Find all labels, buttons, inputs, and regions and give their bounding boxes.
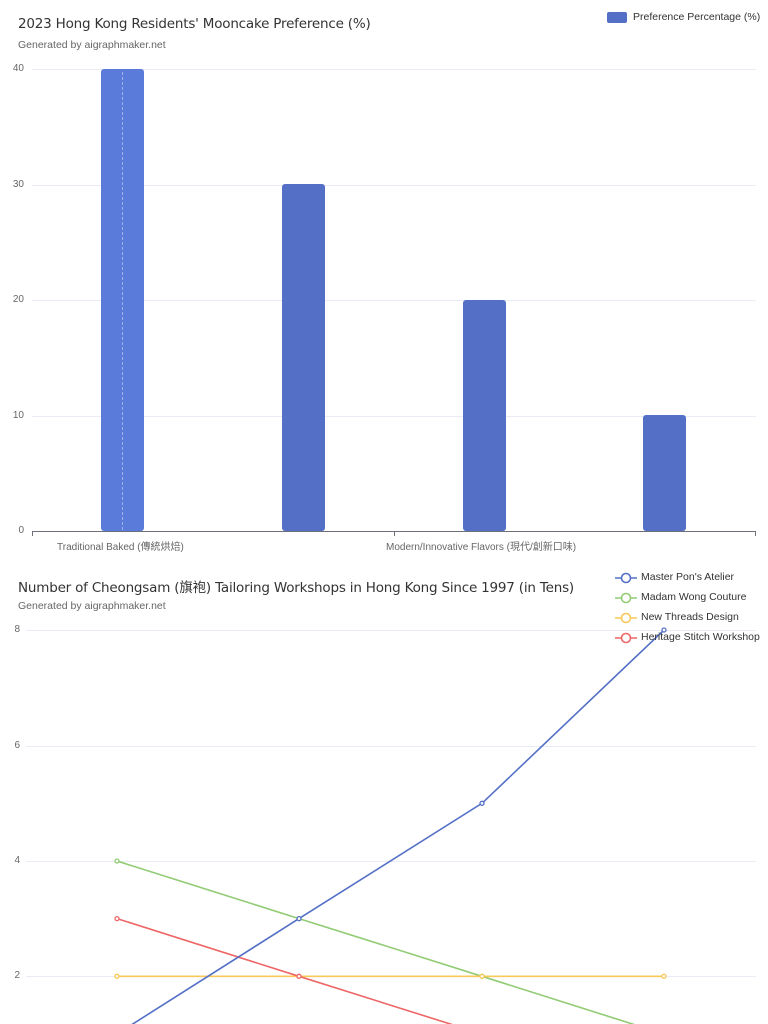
line-chart: Number of Cheongsam (旗袍) Tailoring Works… (0, 560, 768, 1024)
chart-title: Number of Cheongsam (旗袍) Tailoring Works… (18, 580, 574, 596)
x-tick: Modern/Innovative Flavors (現代/創新口味) (386, 542, 577, 553)
bar[interactable] (282, 184, 325, 531)
bar[interactable] (643, 415, 686, 531)
x-tick: Traditional Baked (傳統烘焙) (57, 542, 184, 553)
line-plot-area (26, 572, 756, 1024)
series-line-heritage-stitch (116, 917, 453, 1024)
chart-subtitle: Generated by aigraphmaker.net (18, 600, 166, 612)
legend-item-new-threads[interactable]: New Threads Design (641, 611, 739, 623)
legend-item-heritage-stitch[interactable]: Heritage Stitch Workshop (641, 631, 760, 643)
series-line-madam-wong (116, 860, 636, 1024)
chart-title: 2023 Hong Kong Residents' Mooncake Prefe… (18, 16, 371, 32)
y-tick: 0 (18, 525, 24, 536)
legend-label: Master Pon's Atelier (641, 571, 735, 583)
legend-label: Madam Wong Couture (641, 591, 747, 603)
legend-item[interactable]: Preference Percentage (%) (607, 11, 760, 23)
legend-swatch-icon (607, 11, 627, 23)
y-tick: 8 (14, 624, 20, 635)
bar-chart: 2023 Hong Kong Residents' Mooncake Prefe… (12, 11, 760, 553)
y-tick: 10 (12, 410, 24, 421)
legend-label: Heritage Stitch Workshop (641, 631, 760, 643)
legend-label: Preference Percentage (%) (633, 11, 761, 23)
legend-label: New Threads Design (641, 611, 739, 623)
y-tick: 6 (14, 740, 20, 751)
bar[interactable] (463, 300, 506, 531)
legend-item-master-pon[interactable]: Master Pon's Atelier (641, 571, 734, 583)
y-tick: 30 (12, 179, 24, 190)
chart-subtitle: Generated by aigraphmaker.net (18, 39, 166, 51)
legend-item-madam-wong[interactable]: Madam Wong Couture (641, 591, 746, 603)
y-tick: 4 (14, 855, 20, 866)
bar-plot-area (32, 69, 756, 536)
y-tick: 20 (12, 294, 24, 305)
series-line-master-pon (131, 629, 665, 1024)
y-tick: 2 (14, 970, 20, 981)
y-tick: 40 (12, 63, 24, 74)
